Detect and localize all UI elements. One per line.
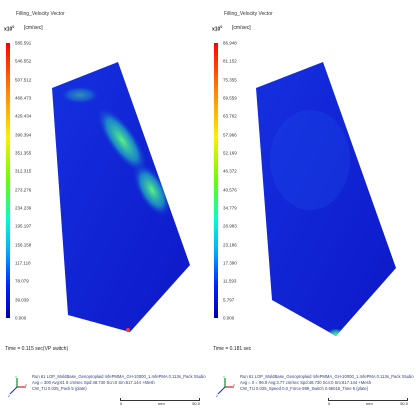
tick-label: 28.983 <box>223 223 237 229</box>
tick-label: 39.039 <box>15 297 29 303</box>
left-result-panel: Filling_Velocity Vector x100 [cm/sec] 58… <box>4 11 208 412</box>
length-scale-bar: 0 mm 50.0 <box>328 398 408 412</box>
tick-label: 273.276 <box>15 187 32 193</box>
tick-label: 17.390 <box>223 260 237 266</box>
tick-label: 69.559 <box>223 95 237 101</box>
run-info: Run 61 LOP_MoldBase_Genoproplaid mfePMMA… <box>240 374 414 392</box>
svg-text:Y: Y <box>223 376 225 379</box>
tick-label: 11.593 <box>223 278 237 284</box>
tick-label: 23.186 <box>223 242 237 248</box>
axis-triad-icon: Y X Z <box>216 376 235 398</box>
tick-label: 0.000 <box>223 315 235 321</box>
length-scale-bar: 0 mm 50.0 <box>120 398 200 412</box>
gate-marker <box>126 328 130 332</box>
tick-label: 117.118 <box>15 260 31 266</box>
color-scale-ticks: 585.591 546.552 507.512 468.473 429.434 … <box>15 40 45 321</box>
tick-label: 5.797 <box>223 297 235 303</box>
tick-label: 468.473 <box>15 95 32 101</box>
right-result-panel: Filling_Velocity Vector x100 [cm/sec] 86… <box>208 0 416 417</box>
time-readout: Time = 0.181 sec <box>213 346 252 352</box>
velocity-hotspot <box>60 86 100 104</box>
run-info: Run 61 LOP_MoldBase_Genoproplaid mfePMMA… <box>32 374 206 392</box>
tick-label: 46.372 <box>223 168 237 174</box>
tick-label: 0.000 <box>15 315 27 321</box>
color-scale-bar <box>6 43 10 318</box>
tick-label: 156.158 <box>15 242 32 248</box>
tick-label: 81.152 <box>223 58 237 64</box>
scale-exponent: x100 <box>4 25 15 33</box>
time-readout: Time = 0.115 sec(VP switch) <box>5 346 69 352</box>
tick-label: 351.355 <box>15 150 32 156</box>
molded-part <box>52 62 190 332</box>
tick-label: 234.236 <box>15 205 32 211</box>
tick-label: 78.079 <box>15 278 29 284</box>
svg-text:X: X <box>25 383 27 387</box>
velocity-hotspot <box>132 163 172 217</box>
part-velocity-plot[interactable] <box>40 40 208 340</box>
plot-title: Filling_Velocity Vector <box>16 11 65 17</box>
tick-label: 57.966 <box>223 132 237 138</box>
tick-label: 75.355 <box>223 77 237 83</box>
part-velocity-plot[interactable] <box>248 40 416 340</box>
tick-label: 312.315 <box>15 168 32 174</box>
scale-exponent: x100 <box>212 25 223 33</box>
plot-title: Filling_Velocity Vector <box>224 11 273 17</box>
color-scale-ticks: 86.948 81.152 75.355 69.559 63.762 57.96… <box>223 40 253 321</box>
tick-label: 585.591 <box>15 40 32 46</box>
axis-triad-icon: Y X Z <box>8 376 27 398</box>
svg-text:X: X <box>233 383 235 387</box>
molded-part <box>256 62 396 336</box>
tick-label: 390.394 <box>15 132 32 138</box>
tick-label: 546.552 <box>15 58 32 64</box>
velocity-hotspot <box>270 110 350 210</box>
svg-text:Y: Y <box>15 376 17 379</box>
unit-label: [cm/sec] <box>24 25 43 31</box>
tick-label: 507.512 <box>15 77 32 83</box>
svg-text:Z: Z <box>8 394 10 398</box>
velocity-hotspot <box>96 106 148 174</box>
tick-label: 52.169 <box>223 150 237 156</box>
color-scale-bar <box>214 43 218 318</box>
tick-label: 195.197 <box>15 223 32 229</box>
tick-label: 86.948 <box>223 40 237 46</box>
tick-label: 34.779 <box>223 205 237 211</box>
tick-label: 429.434 <box>15 113 32 119</box>
tick-label: 63.762 <box>223 113 237 119</box>
svg-text:Z: Z <box>216 394 218 398</box>
unit-label: [cm/sec] <box>232 25 251 31</box>
tick-label: 40.576 <box>223 187 237 193</box>
velocity-hotspot <box>326 328 346 336</box>
